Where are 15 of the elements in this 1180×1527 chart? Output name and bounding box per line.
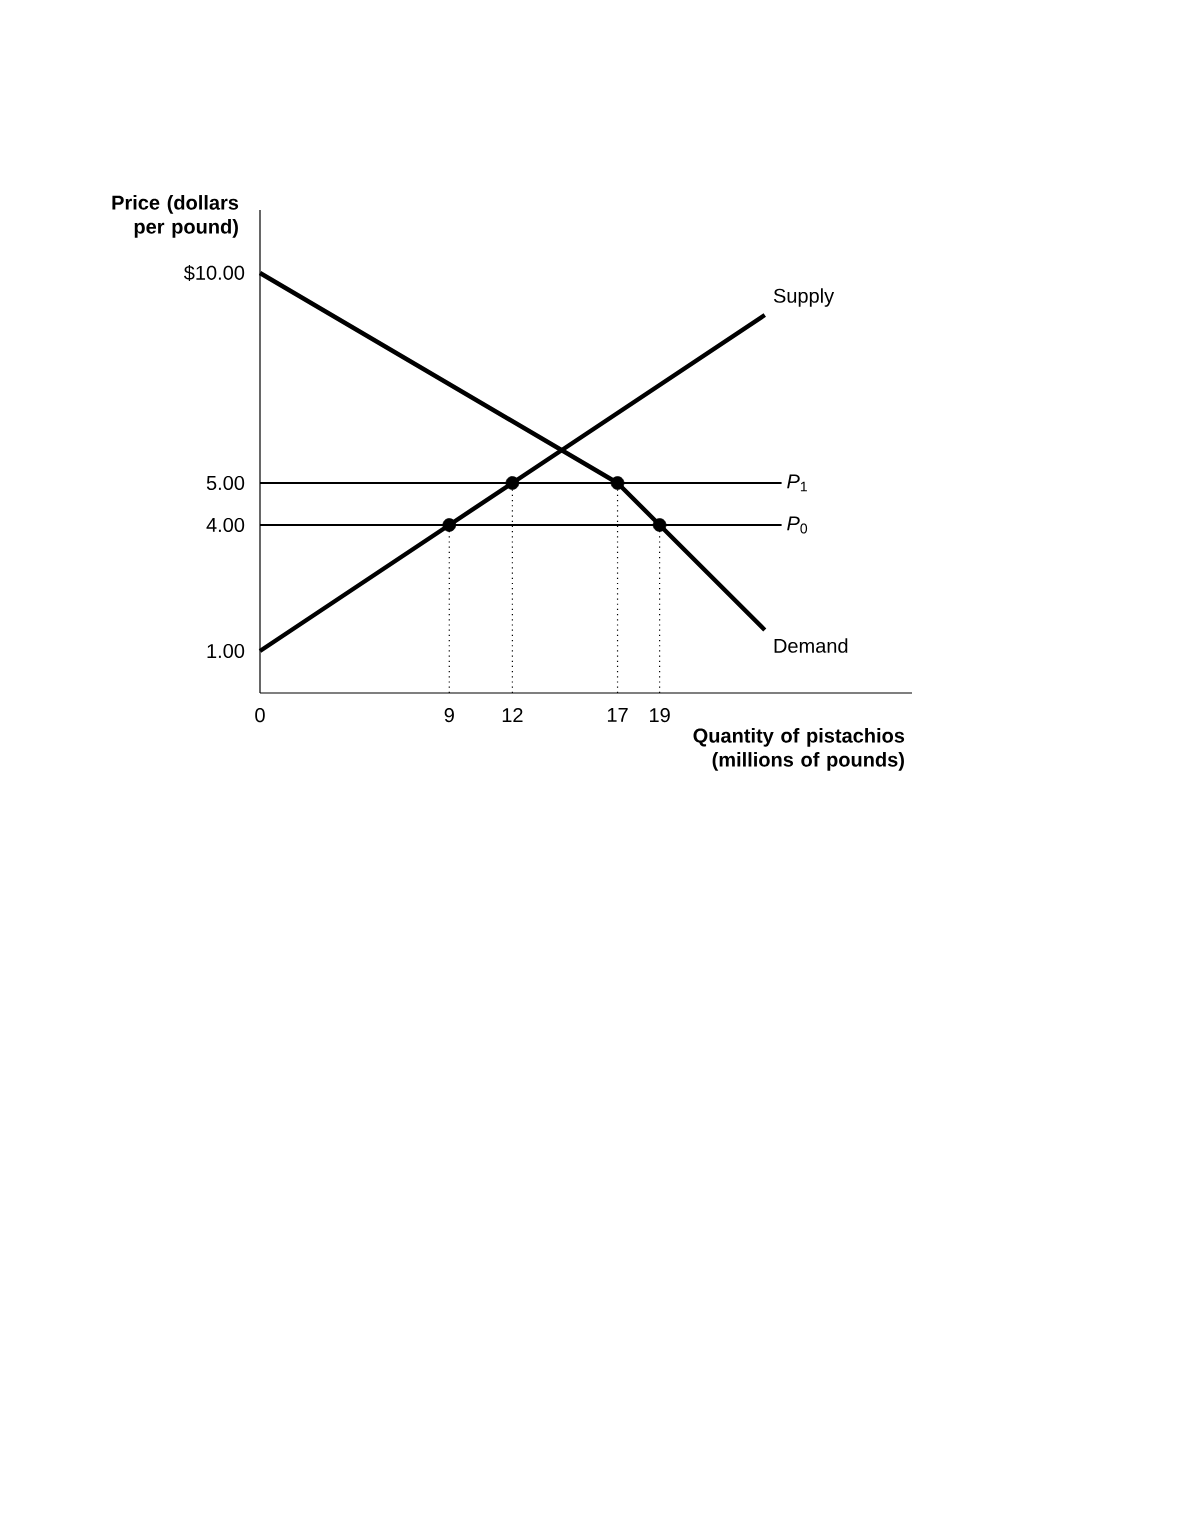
series-label: Supply <box>773 288 835 307</box>
x-axis-title: Quantity of pistachios (millions of pounds) <box>693 728 905 771</box>
ref-line-label: P$_{0}$ <box>787 516 808 534</box>
y-tick-label: $10.00 <box>183 264 245 282</box>
x-tick-label: 0 <box>255 708 265 723</box>
y-axis-title: Price (dollars per pound) <box>112 195 239 238</box>
y-tick-label: 5.00 <box>206 475 245 491</box>
x-tick-label: 9 <box>444 708 454 723</box>
y-tick-label: 4.00 <box>206 517 245 533</box>
series-label: Demand <box>774 638 848 653</box>
y-tick-label: 1.00 <box>207 643 245 659</box>
ref-line-label: P$_{1}$ <box>787 474 807 492</box>
x-tick-label: 19 <box>650 708 670 723</box>
x-tick-label: 17 <box>607 708 628 722</box>
x-tick-label: 12 <box>502 708 523 723</box>
